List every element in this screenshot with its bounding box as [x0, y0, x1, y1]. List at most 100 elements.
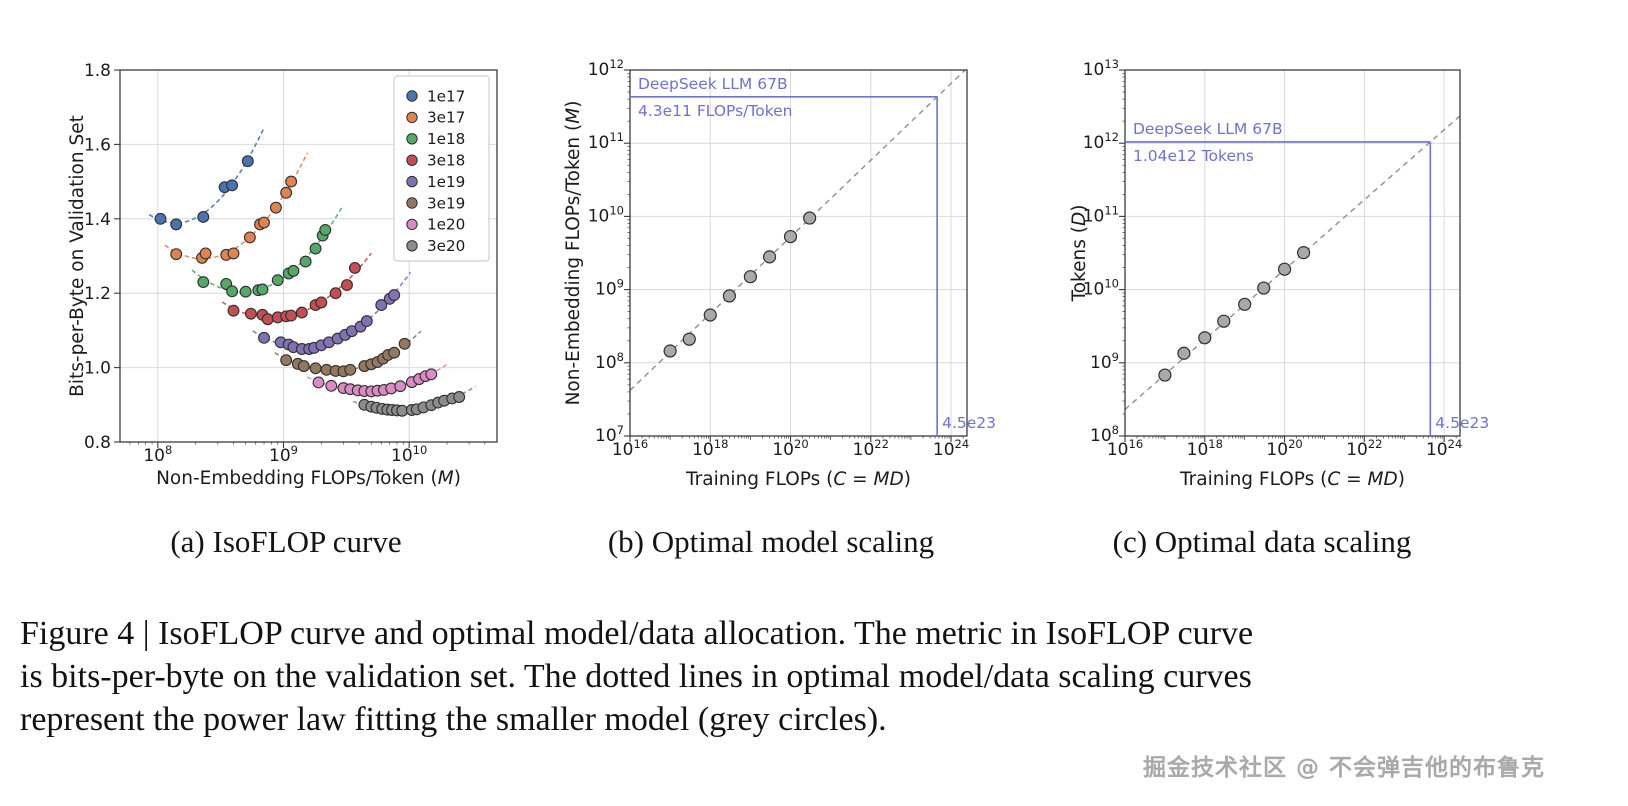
svg-text:108: 108	[143, 443, 172, 466]
plot-border	[629, 69, 968, 437]
svg-text:1024: 1024	[933, 437, 969, 460]
annotation-x-value: 4.5e23	[942, 414, 996, 432]
svg-text:1022: 1022	[1346, 437, 1382, 460]
svg-text:109: 109	[1090, 350, 1119, 373]
annotation-x-value: 4.5e23	[1435, 414, 1489, 432]
data-point-3e17	[258, 216, 270, 229]
deepseek-annotation: DeepSeek LLM 67B 1.04e12 Tokens 4.5e23	[1125, 120, 1489, 436]
y-axis-label: Non-Embedding FLOPs/Token (M)	[563, 101, 584, 406]
tick-labels: 108 109 1010 0.8 1.0 1.2 1.4 1.6 1.8	[84, 61, 427, 466]
data-point	[1296, 246, 1311, 260]
svg-text:1.8: 1.8	[84, 61, 111, 81]
data-point-3e18	[329, 287, 342, 300]
data-point	[1177, 346, 1191, 360]
data-point-3e17	[243, 231, 256, 244]
annotation-value: 1.04e12 Tokens	[1133, 147, 1254, 165]
data-points	[154, 155, 466, 417]
data-point-1e18	[226, 285, 239, 298]
data-point-1e20	[425, 368, 438, 381]
svg-text:1010: 1010	[1083, 277, 1119, 300]
svg-text:1.0: 1.0	[84, 359, 111, 379]
svg-text:1.2: 1.2	[84, 284, 111, 304]
data-points	[1158, 246, 1311, 382]
svg-text:1012: 1012	[588, 57, 624, 80]
annotation-title: DeepSeek LLM 67B	[1133, 120, 1283, 138]
data-point	[1277, 262, 1292, 276]
legend-marker-3e19	[406, 197, 418, 209]
plot-border	[119, 69, 498, 443]
axis-ticks	[1119, 69, 1445, 442]
legend-label-3e20: 3e20	[427, 237, 465, 255]
legend-label-1e20: 1e20	[427, 216, 465, 234]
legend-marker-3e17	[406, 111, 418, 124]
data-point-1e19	[388, 289, 401, 302]
isoflop-curve-chart: 108 109 1010 0.8 1.0 1.2 1.4 1.6 1.8 Non-Embeddin…	[67, 61, 498, 489]
svg-text:1011: 1011	[1083, 203, 1119, 226]
svg-text:1016: 1016	[612, 437, 648, 460]
legend-label-3e17: 3e17	[427, 109, 465, 127]
data-point-3e18	[285, 309, 298, 322]
x-axis-label: Training FLOPs (C = MD)	[685, 469, 911, 490]
fit-curve-3e17	[164, 152, 309, 260]
data-point-3e18	[261, 313, 274, 326]
data-point-3e19	[388, 346, 401, 359]
data-point-3e17	[170, 248, 183, 261]
data-point-1e18	[299, 255, 312, 268]
svg-text:1020: 1020	[772, 437, 808, 460]
data-point	[1198, 331, 1212, 345]
legend-marker-3e20	[406, 240, 418, 252]
x-axis-label: Non-Embedding FLOPs/Token (M)	[156, 468, 461, 489]
data-point-3e17	[269, 201, 282, 214]
axis-ticks	[114, 69, 410, 448]
axis-ticks	[624, 69, 952, 442]
fit-curve-1e17	[148, 127, 265, 224]
data-point	[1158, 368, 1172, 382]
caption-line-3: represent the power law fitting the smal…	[20, 701, 887, 738]
data-point-1e20	[312, 376, 325, 389]
data-point	[783, 229, 798, 244]
data-point	[1257, 281, 1271, 295]
subcaption-a: (a) IsoFLOP curve	[170, 524, 402, 559]
data-point-3e17	[280, 186, 293, 199]
data-point-1e19	[375, 299, 388, 312]
svg-text:109: 109	[269, 443, 298, 466]
svg-text:107: 107	[595, 423, 624, 446]
legend-label-1e19: 1e19	[427, 173, 465, 191]
svg-text:1012: 1012	[1083, 130, 1119, 153]
tick-labels: 1016 1018 1020 1022 1024 108 109 1010 1011 1012 10…	[1083, 57, 1463, 460]
data-point-3e18	[348, 261, 361, 274]
data-point-3e18	[244, 307, 257, 320]
data-point	[682, 332, 696, 346]
data-points	[663, 211, 817, 358]
svg-text:1010: 1010	[391, 443, 427, 466]
minor-ticks	[129, 442, 486, 445]
data-point-3e17	[227, 247, 240, 260]
svg-text:1.6: 1.6	[84, 135, 111, 155]
y-axis-label: Bits-per-Byte on Validation Set	[67, 115, 88, 397]
legend: 1e17 3e17 1e18 3e18 1e19 3e19 1e20 3e20	[393, 75, 490, 262]
data-point-3e18	[227, 304, 240, 317]
svg-text:1010: 1010	[588, 203, 624, 226]
data-point	[663, 344, 677, 358]
svg-text:108: 108	[1090, 423, 1119, 446]
minor-ticks	[1122, 72, 1457, 440]
data-point-1e17	[197, 210, 210, 223]
annotation-title: DeepSeek LLM 67B	[638, 75, 788, 93]
svg-text:109: 109	[595, 277, 624, 300]
power-law-fit-line	[1124, 115, 1461, 411]
data-point-1e19	[360, 315, 373, 328]
legend-marker-1e20	[406, 218, 418, 231]
data-point-1e17	[154, 212, 167, 225]
data-point-1e18	[239, 285, 252, 298]
annotation-value: 4.3e11 FLOPs/Token	[638, 102, 793, 120]
data-point-3e18	[341, 279, 353, 291]
svg-text:1013: 1013	[1083, 57, 1119, 80]
data-point-3e19	[344, 363, 357, 376]
legend-marker-1e19	[406, 175, 418, 188]
y-axis-label: Tokens (D)	[1069, 205, 1090, 303]
svg-text:1011: 1011	[588, 130, 624, 153]
legend-marker-1e18	[406, 133, 418, 145]
data-point	[762, 250, 777, 264]
gridlines	[630, 70, 967, 436]
